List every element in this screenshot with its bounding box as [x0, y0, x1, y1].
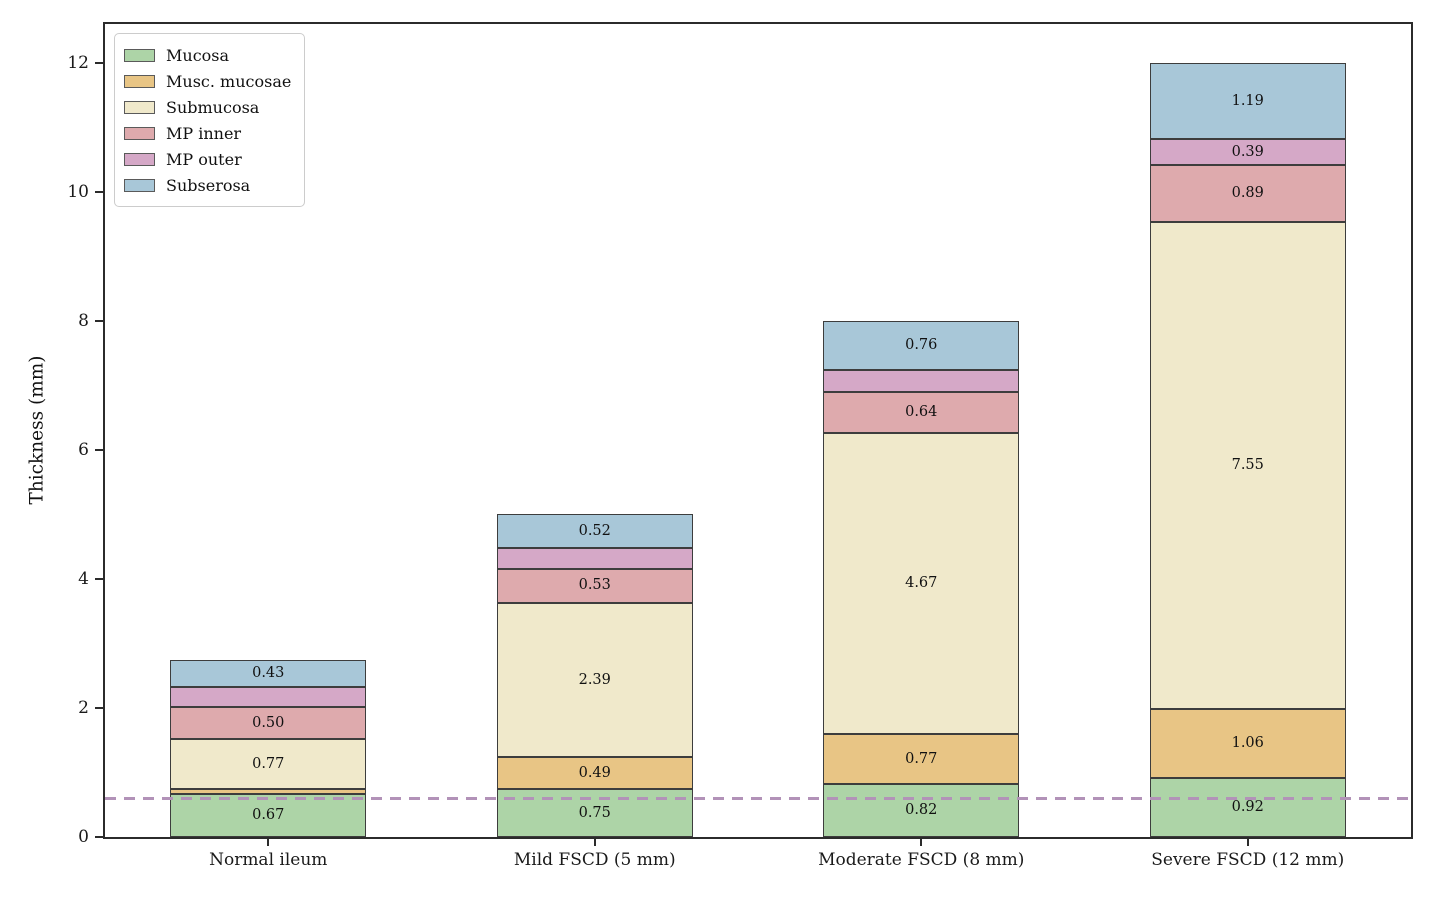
bar-segment-label: 0.77 — [252, 755, 285, 772]
bar-segment-label: 0.64 — [905, 404, 938, 421]
y-tick-label: 4 — [78, 568, 89, 589]
bar-segment-mp-outer — [496, 547, 693, 569]
bar-segment-label: 0.92 — [1231, 799, 1264, 816]
bar-segment-label: 2.39 — [578, 671, 611, 688]
x-tick-mark — [593, 839, 596, 846]
legend-swatch-icon — [124, 152, 155, 166]
bar-segment-label: 0.75 — [578, 804, 611, 821]
y-tick-label: 0 — [78, 827, 89, 847]
bar-segment-musc-mucosae: 1.06 — [1149, 709, 1346, 778]
bar-segment-label: 0.82 — [905, 802, 938, 819]
bar-segment-label: 0.39 — [1231, 143, 1264, 160]
bar-segment-mp-inner: 0.64 — [823, 391, 1020, 434]
bar-segment-label: 0.76 — [905, 337, 938, 354]
y-tick-label: 12 — [67, 52, 89, 73]
y-tick-mark — [95, 577, 103, 580]
legend-item-mp-inner: MP inner — [124, 120, 291, 146]
x-tick-mark — [920, 839, 923, 846]
bar-segment-submucosa: 2.39 — [496, 602, 693, 757]
x-tick-label: Severe FSCD (12 mm) — [1151, 850, 1345, 870]
legend-item-musc-mucosae: Musc. mucosae — [124, 68, 291, 94]
bar-segment-submucosa: 0.77 — [170, 738, 367, 789]
bar-segment-musc-mucosae: 0.77 — [823, 734, 1020, 785]
bar-segment-label: 1.19 — [1231, 92, 1264, 109]
legend-item-mucosa: Mucosa — [124, 42, 291, 68]
legend-item-subserosa: Subserosa — [124, 172, 291, 198]
x-tick-label: Normal ileum — [209, 850, 328, 870]
bar-segment-mp-outer — [170, 687, 367, 707]
y-tick-label: 10 — [67, 181, 89, 202]
bar-segment-submucosa: 4.67 — [823, 433, 1020, 735]
legend: Mucosa Musc. mucosae Submucosa MP inner MP o… — [114, 33, 306, 207]
bar-segment-submucosa: 7.55 — [1149, 222, 1346, 710]
bar-segment-mucosa: 0.92 — [1149, 777, 1346, 837]
y-axis-label: Thickness (mm) — [26, 355, 48, 505]
x-tick-mark — [1246, 839, 1249, 846]
y-tick-mark — [95, 836, 103, 838]
bar-segment-label: 4.67 — [905, 575, 938, 592]
bar-segment-mp-outer: 0.39 — [1149, 139, 1346, 165]
legend-label: Submucosa — [166, 97, 260, 117]
legend-label: MP outer — [166, 149, 242, 169]
y-tick-mark — [95, 706, 103, 709]
legend-item-submucosa: Submucosa — [124, 94, 291, 120]
legend-swatch-icon — [124, 74, 155, 88]
legend-label: Musc. mucosae — [166, 71, 292, 91]
legend-label: Subserosa — [166, 175, 251, 195]
x-tick-label: Moderate FSCD (8 mm) — [818, 850, 1025, 870]
bar-segment-mucosa: 0.75 — [496, 788, 693, 837]
y-tick-mark — [95, 190, 103, 193]
bar-segment-mp-outer — [823, 369, 1020, 392]
bar-segment-mucosa: 0.82 — [823, 784, 1020, 837]
legend-swatch-icon — [124, 126, 155, 140]
y-tick-mark — [95, 61, 103, 64]
x-tick-mark — [267, 839, 270, 846]
bar-segment-label: 0.77 — [905, 750, 938, 767]
bar-segment-label: 0.50 — [252, 714, 285, 731]
legend-swatch-icon — [124, 178, 155, 192]
bar-segment-subserosa: 1.19 — [1149, 62, 1346, 140]
bar-segment-musc-mucosae — [170, 788, 367, 794]
bar-segment-label: 1.06 — [1231, 735, 1264, 752]
bar-segment-label: 0.53 — [578, 577, 611, 594]
bar-segment-mucosa: 0.67 — [170, 793, 367, 837]
legend-label: Mucosa — [166, 45, 230, 65]
y-tick-label: 6 — [78, 439, 89, 460]
y-tick-label: 2 — [78, 697, 89, 718]
plot-area: 0.67 0.77 0.50 0.43 0.75 0.49 2.39 0.53 0.52 0.82… — [103, 22, 1413, 839]
bar-segment-label: 0.89 — [1231, 185, 1264, 202]
y-tick-mark — [95, 448, 103, 451]
bar-segment-mp-inner: 0.89 — [1149, 164, 1346, 223]
bar-segment-subserosa: 0.76 — [823, 320, 1020, 370]
legend-swatch-icon — [124, 48, 155, 62]
bar-segment-subserosa: 0.52 — [496, 514, 693, 548]
x-tick-label: Mild FSCD (5 mm) — [513, 850, 676, 870]
legend-label: MP inner — [166, 123, 242, 143]
bar-segment-subserosa: 0.43 — [170, 659, 367, 688]
bar-segment-label: 0.67 — [252, 807, 285, 824]
bar-segment-label: 7.55 — [1231, 457, 1264, 474]
bar-segment-label: 0.49 — [578, 764, 611, 781]
bar-segment-label: 0.52 — [578, 522, 611, 539]
bar-segment-musc-mucosae: 0.49 — [496, 756, 693, 789]
y-tick-mark — [95, 319, 103, 322]
bar-segment-mp-inner: 0.50 — [170, 706, 367, 739]
reference-line — [105, 796, 1411, 800]
bar-segment-label: 0.43 — [252, 665, 285, 682]
legend-swatch-icon — [124, 100, 155, 114]
legend-item-mp-outer: MP outer — [124, 146, 291, 172]
bar-segment-mp-inner: 0.53 — [496, 568, 693, 603]
y-tick-label: 8 — [78, 310, 89, 331]
